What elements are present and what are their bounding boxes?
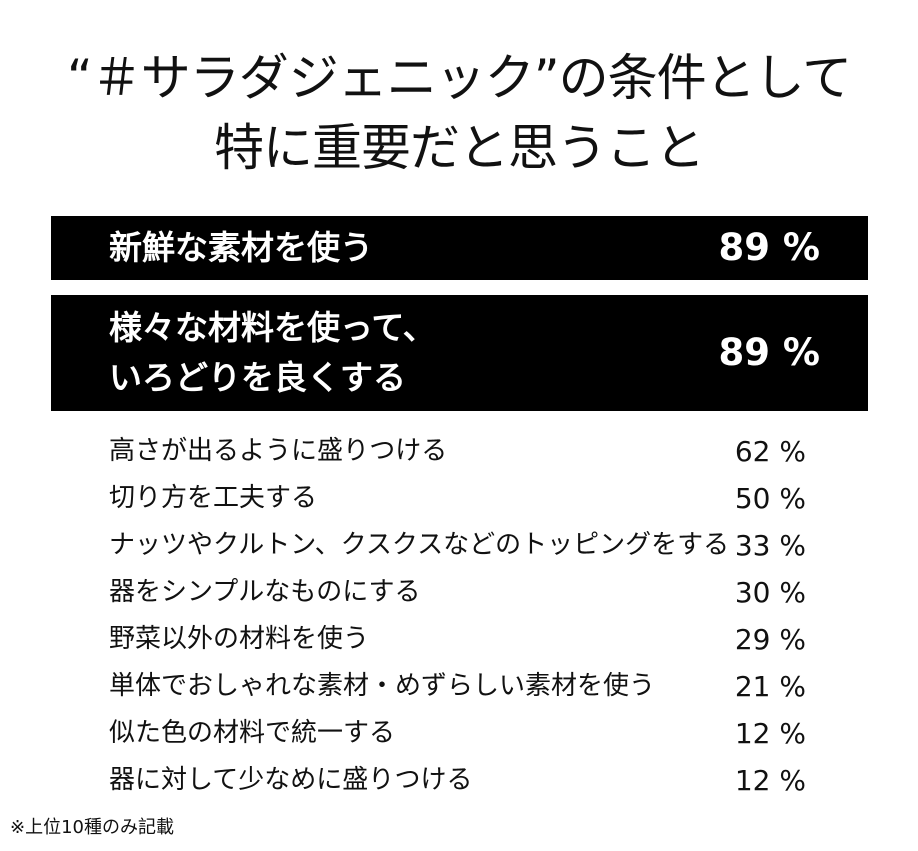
ranking-list: 高さが出るように盛りつける 62 % 切り方を工夫する 50 % ナッツやクルト…	[0, 428, 918, 804]
ranking-row-7-value-number: 29	[734, 623, 771, 656]
highlight-row-1-value-number: 89	[718, 226, 771, 269]
highlight-row-1-label: 新鮮な素材を使う	[109, 223, 373, 273]
ranking-row-10: 器に対して少なめに盛りつける 12 %	[0, 757, 918, 804]
ranking-row-9: 似た色の材料で統一する 12 %	[0, 710, 918, 757]
ranking-row-4-value-number: 50	[734, 482, 771, 515]
ranking-row-6-value-unit: %	[779, 576, 806, 609]
highlight-row-2-value-number: 89	[718, 331, 771, 374]
ranking-row-7-label: 野菜以外の材料を使う	[109, 624, 370, 654]
ranking-row-6-value-number: 30	[734, 576, 771, 609]
highlight-row-2-value-unit: %	[782, 331, 820, 374]
ranking-row-8-value: 21 %	[735, 663, 806, 710]
chart-title-line-2: 特に重要だと思うこと	[214, 119, 705, 177]
ranking-row-7-value-unit: %	[779, 623, 806, 656]
ranking-row-8: 単体でおしゃれな素材・めずらしい素材を使う 21 %	[0, 663, 918, 710]
highlight-row-2: 様々な材料を使って、 いろどりを良くする 89 %	[51, 295, 868, 411]
ranking-row-7-value: 29 %	[735, 616, 806, 663]
ranking-row-6-value: 30 %	[735, 569, 806, 616]
ranking-row-5: ナッツやクルトン、クスクスなどのトッピングをする 33 %	[0, 522, 918, 569]
ranking-row-4: 切り方を工夫する 50 %	[0, 475, 918, 522]
ranking-row-5-value-number: 33	[734, 529, 771, 562]
ranking-row-4-label: 切り方を工夫する	[109, 483, 318, 513]
ranking-row-3-value-number: 62	[734, 435, 771, 468]
highlight-row-2-label: 様々な材料を使って、 いろどりを良くする	[109, 303, 436, 403]
ranking-row-5-value: 33 %	[735, 522, 806, 569]
ranking-row-9-value-number: 12	[734, 717, 771, 750]
highlight-row-1: 新鮮な素材を使う 89 %	[51, 216, 868, 280]
highlight-row-2-value: 89 %	[719, 328, 820, 378]
highlight-row-1-value-unit: %	[782, 226, 820, 269]
ranking-row-5-value-unit: %	[779, 529, 806, 562]
ranking-row-8-value-unit: %	[779, 670, 806, 703]
ranking-row-6: 器をシンプルなものにする 30 %	[0, 569, 918, 616]
chart-title-line-1: “＃サラダジェニック”の条件として	[66, 49, 852, 107]
highlight-row-2-label-line-1: 様々な材料を使って、	[109, 308, 436, 347]
ranking-row-3-value-unit: %	[779, 435, 806, 468]
ranking-row-3-value: 62 %	[735, 428, 806, 475]
ranking-row-10-value-number: 12	[734, 764, 771, 797]
ranking-row-10-value: 12 %	[735, 757, 806, 804]
highlight-row-2-label-line-2: いろどりを良くする	[109, 358, 406, 397]
ranking-row-4-value-unit: %	[779, 482, 806, 515]
footnote: ※上位10種のみ記載	[10, 817, 174, 838]
ranking-row-3-label: 高さが出るように盛りつける	[109, 436, 448, 466]
ranking-row-5-label: ナッツやクルトン、クスクスなどのトッピングをする	[109, 530, 730, 560]
ranking-row-9-value: 12 %	[735, 710, 806, 757]
ranking-row-9-value-unit: %	[779, 717, 806, 750]
ranking-row-6-label: 器をシンプルなものにする	[109, 577, 421, 607]
ranking-row-3: 高さが出るように盛りつける 62 %	[0, 428, 918, 475]
ranking-row-10-label: 器に対して少なめに盛りつける	[109, 765, 473, 795]
ranking-row-8-value-number: 21	[734, 670, 771, 703]
ranking-row-8-label: 単体でおしゃれな素材・めずらしい素材を使う	[109, 671, 656, 701]
ranking-row-9-label: 似た色の材料で統一する	[109, 718, 396, 748]
ranking-row-7: 野菜以外の材料を使う 29 %	[0, 616, 918, 663]
highlight-row-1-label-line-1: 新鮮な素材を使う	[109, 228, 373, 267]
ranking-row-4-value: 50 %	[735, 475, 806, 522]
ranking-row-10-value-unit: %	[779, 764, 806, 797]
highlight-row-1-value: 89 %	[719, 223, 820, 273]
